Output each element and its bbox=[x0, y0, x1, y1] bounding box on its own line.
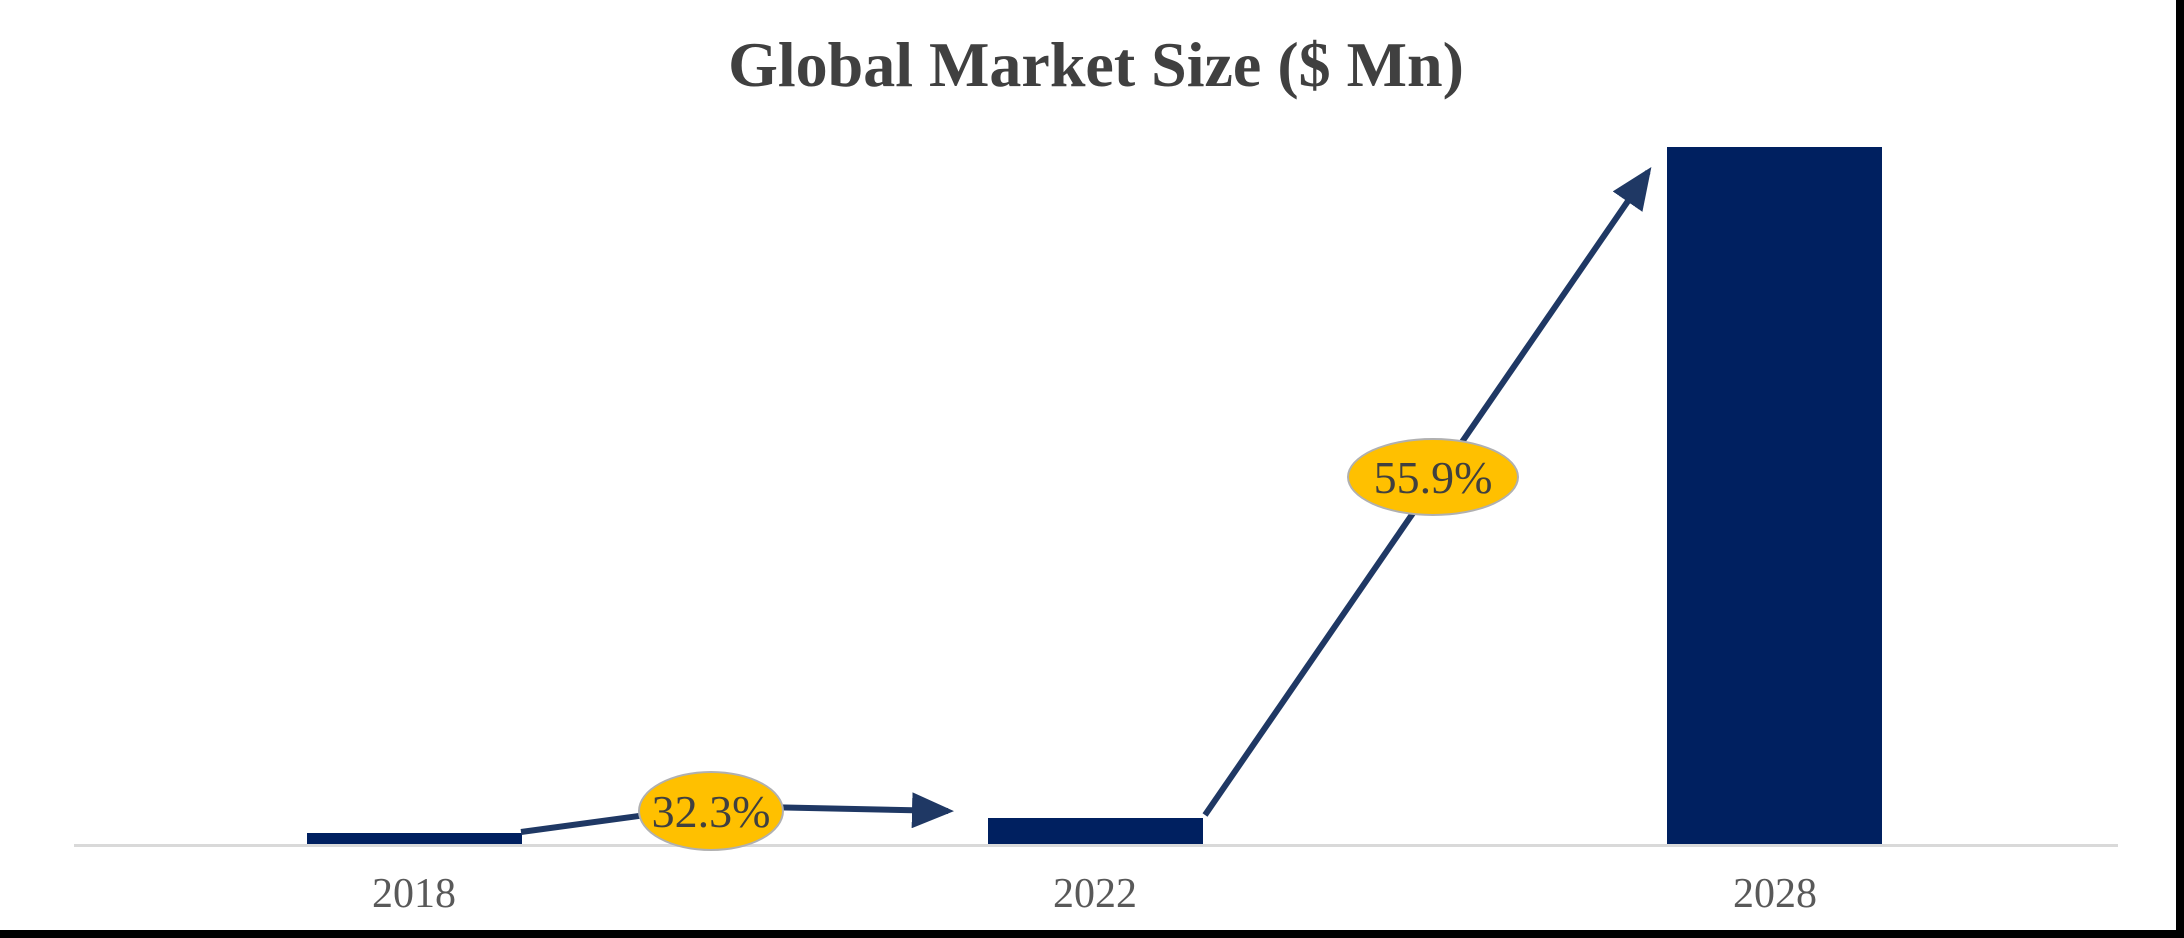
frame-border-right bbox=[2176, 0, 2184, 938]
x-tick-2028: 2028 bbox=[1733, 871, 1817, 917]
cagr-callout-2022-2028: 55.9% bbox=[1347, 438, 1519, 516]
bar-2028 bbox=[1667, 147, 1882, 844]
cagr-callout-2018-2022: 32.3% bbox=[638, 771, 784, 851]
x-axis-line bbox=[74, 844, 2118, 847]
bar-2022 bbox=[988, 818, 1203, 844]
x-tick-2022: 2022 bbox=[1053, 871, 1137, 917]
bar-2018 bbox=[307, 833, 522, 844]
chart-title: Global Market Size ($ Mn) bbox=[728, 29, 1464, 100]
frame-border-bottom bbox=[0, 930, 2184, 938]
x-tick-2018: 2018 bbox=[372, 871, 456, 917]
cagr-label-2018-2022: 32.3% bbox=[651, 785, 771, 837]
cagr-label-2022-2028: 55.9% bbox=[1373, 451, 1493, 503]
